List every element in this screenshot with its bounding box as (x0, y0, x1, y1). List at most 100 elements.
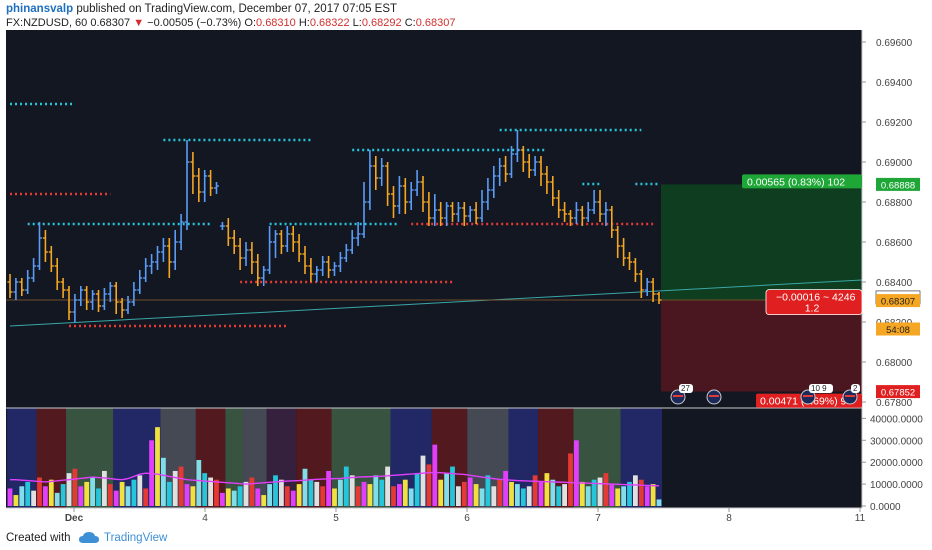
volume-zone (296, 408, 332, 508)
volume-bar (520, 488, 526, 506)
ohlc-bar (337, 252, 343, 272)
time-tick-label: 11 (855, 513, 866, 524)
ohlc-bar (155, 246, 160, 270)
profit-zone (661, 184, 862, 301)
ohlc-bar (509, 146, 514, 178)
profit-annotation-box (742, 174, 862, 189)
ohlc-bar (184, 140, 190, 230)
profit-annotation-text: 0.00565 (0.83%) 102 (747, 176, 845, 188)
ohlc-bar (60, 278, 66, 298)
ohlc-bar (455, 202, 461, 222)
volume-bar (37, 477, 42, 506)
volume-bar (308, 479, 314, 506)
ohlc-bar (621, 238, 627, 266)
badge-count: 27 (681, 384, 690, 393)
volume-bar (119, 481, 125, 506)
high-value: 0.68322 (309, 17, 350, 29)
created-with-label: Created with (6, 532, 71, 544)
time-tick-label: 6 (464, 513, 470, 524)
ohlc-bar (172, 230, 178, 270)
price-chart[interactable]: 0.69600 0.69400 0.69200 0.69000 0.68800 0.686… (0, 30, 932, 526)
ohlc-bar (225, 218, 231, 246)
volume-bar (562, 484, 567, 506)
volume-tick-label: 30000.0000 (870, 436, 923, 447)
ohlc-bar (450, 202, 455, 222)
ohlc-bar (42, 230, 48, 262)
ohlc-bar (302, 246, 308, 274)
volume-bar (54, 492, 60, 506)
price-label-box (876, 294, 920, 308)
volume-bar (550, 479, 556, 506)
time-tick-label: 8 (726, 513, 732, 524)
volume-bar (544, 473, 550, 506)
author-link[interactable]: phinansvalp (6, 3, 74, 15)
price-axis-background (862, 30, 932, 526)
ohlc-bar (644, 278, 650, 296)
ohlc-bar (355, 222, 361, 246)
ohlc-bar (396, 176, 402, 214)
ohlc-bar (420, 176, 426, 212)
flag-stripe (709, 395, 719, 397)
volume-bar (568, 453, 573, 506)
ohlc-bar (414, 170, 420, 196)
ohlc-bar (290, 226, 296, 252)
publish-info: published on TradingView.com, December 0… (76, 3, 398, 15)
volume-bar (432, 444, 438, 506)
low-label: L: (352, 17, 362, 29)
volume-bar (225, 488, 231, 506)
price-label-box (876, 322, 920, 336)
volume-zone (538, 408, 574, 508)
flag-stripe (803, 395, 813, 397)
volume-bar (367, 484, 373, 506)
time-tick-label: Dec (65, 513, 84, 524)
volume-bar (284, 486, 290, 506)
volume-bar (532, 475, 538, 506)
ohlc-bar (497, 158, 503, 186)
ohlc-bar (379, 158, 385, 186)
volume-bar (456, 486, 461, 506)
volume-bar (273, 475, 278, 506)
ohlc-bar (473, 202, 479, 224)
ohlc-bar (408, 182, 414, 210)
ohlc-bar (31, 258, 37, 282)
flag-stripe (673, 395, 683, 397)
ohlc-bar (615, 226, 621, 258)
volume-bar (43, 486, 48, 506)
ohlc-bar (485, 178, 491, 210)
symbol-label: FX:NZDUSD, 60 (6, 17, 88, 29)
price-label-text: 0.67852 (881, 388, 915, 399)
volume-bar (279, 479, 284, 506)
volume-bar (509, 481, 514, 506)
ohlc-bar (520, 146, 526, 172)
volume-bar (78, 486, 84, 506)
ohlc-bar (273, 230, 278, 258)
loss-zone (661, 300, 862, 392)
ohlc-bar (90, 290, 96, 310)
ohlc-bar (367, 150, 373, 210)
flag-stripe (845, 395, 855, 397)
volume-bar (397, 484, 402, 506)
volume-zone (431, 408, 468, 508)
ohlc-bar (113, 282, 119, 314)
ohlc-bar (190, 152, 196, 194)
chart-header: phinansvalp published on TradingView.com… (0, 0, 932, 30)
volume-bar (485, 475, 491, 506)
ohlc-bar (514, 130, 520, 162)
volume-bar (420, 455, 426, 506)
volume-bar (131, 479, 137, 506)
ohlc-bar (243, 242, 249, 266)
ohlc-bar (638, 270, 644, 298)
ohlc-bar (650, 278, 656, 302)
volume-bar (638, 479, 644, 506)
time-tick-label: 5 (333, 513, 339, 524)
volume-bar (355, 486, 361, 506)
volume-bar (143, 488, 149, 506)
tradingview-logo-text[interactable]: TradingView (104, 532, 168, 544)
ohlc-bar (314, 266, 320, 282)
volume-bar (450, 466, 455, 506)
volume-bar (231, 490, 237, 506)
price-label-text: 0.68888 (881, 180, 915, 191)
volume-bar (155, 427, 160, 506)
volume-bar (320, 486, 326, 506)
ohlc-bar (255, 254, 261, 286)
